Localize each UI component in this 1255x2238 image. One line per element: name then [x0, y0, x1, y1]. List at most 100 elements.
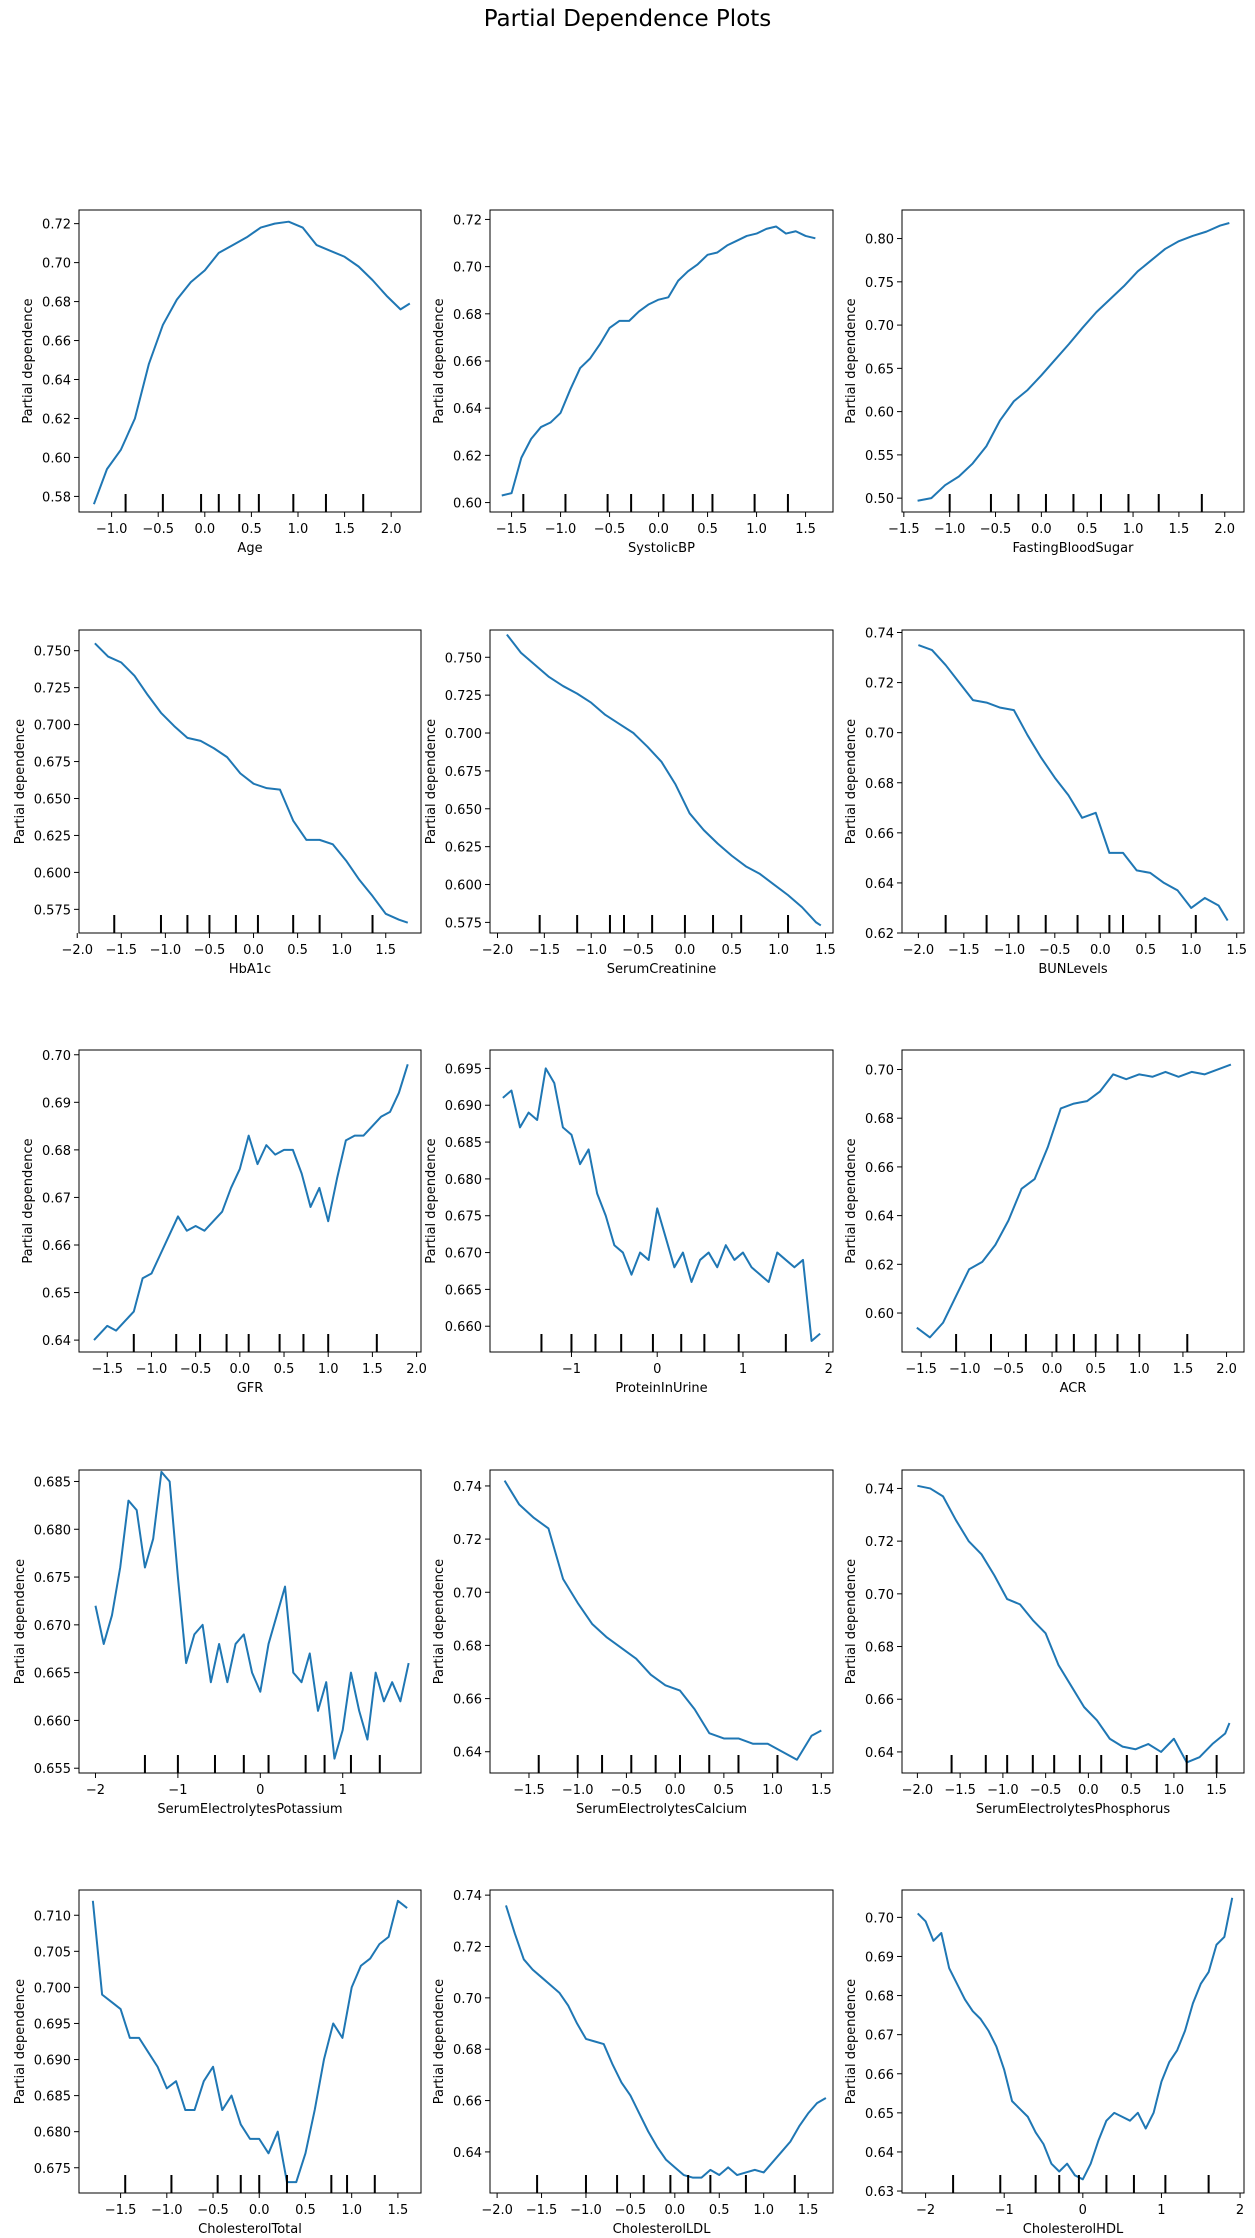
- y-tick-label: 0.64: [453, 402, 482, 417]
- x-tick-label: −2.0: [482, 943, 514, 958]
- x-tick-label: 1.0: [768, 943, 789, 958]
- y-tick-label: 0.68: [865, 1641, 894, 1656]
- y-tick-label: 0.65: [865, 362, 894, 377]
- y-tick-label: 0.695: [445, 1062, 482, 1077]
- x-tick-label: −1.0: [136, 1362, 168, 1377]
- x-tick-label: 0.0: [1031, 522, 1052, 537]
- y-tick-label: 0.675: [34, 2162, 71, 2177]
- axes-frame: [489, 209, 834, 513]
- x-tick-label: −1: [168, 1783, 187, 1798]
- y-tick-label: 0.600: [445, 879, 482, 894]
- x-tick-label: 0: [256, 1783, 264, 1798]
- x-tick-label: −0.5: [194, 943, 226, 958]
- x-tick-label: 0.5: [714, 1783, 735, 1798]
- x-tick-label: 0.5: [1135, 943, 1156, 958]
- x-tick-label: −1.5: [496, 522, 528, 537]
- y-tick-label: 0.575: [445, 916, 482, 931]
- x-axis-label: GFR: [237, 1381, 264, 1396]
- y-tick-label: 0.685: [445, 1136, 482, 1151]
- x-tick-label: −1.0: [570, 2203, 602, 2218]
- x-tick-label: 0.0: [648, 522, 669, 537]
- x-tick-label: −1.5: [944, 1783, 976, 1798]
- x-tick-label: −1.0: [150, 943, 182, 958]
- axes-frame: [489, 1469, 834, 1774]
- y-axis-label: Partial dependence: [432, 1979, 447, 2104]
- x-tick-label: 1.0: [288, 522, 309, 537]
- y-tick-label: 0.64: [865, 2146, 894, 2161]
- x-tick-label: 1.0: [762, 1783, 783, 1798]
- x-tick-label: 0.0: [243, 943, 264, 958]
- y-tick-label: 0.66: [865, 1693, 894, 1708]
- axes-frame: [78, 1469, 422, 1774]
- x-tick-label: −2.0: [481, 2203, 513, 2218]
- y-tick-label: 0.66: [453, 355, 482, 370]
- pd-line: [506, 633, 822, 927]
- x-tick-label: −1.0: [96, 522, 128, 537]
- axes-frame: [489, 1889, 834, 2194]
- y-tick-label: 0.72: [865, 1535, 894, 1550]
- y-tick-label: 0.650: [34, 792, 71, 807]
- y-tick-label: 0.68: [865, 777, 894, 792]
- x-tick-label: −0.5: [197, 2203, 229, 2218]
- x-tick-label: −2.0: [61, 943, 93, 958]
- y-tick-label: 0.70: [865, 1588, 894, 1603]
- x-tick-label: −1: [562, 1362, 581, 1377]
- y-tick-label: 0.625: [34, 829, 71, 844]
- pd-line: [94, 642, 409, 924]
- pd-panel-7: −1 0 1 2 0.660 0.665 0.670 0.675 0.680 0.685 0.690…: [424, 1049, 834, 1396]
- axes-frame: [78, 1889, 422, 2194]
- x-tick-label: −1.5: [888, 522, 920, 537]
- x-tick-label: −1.0: [949, 1362, 981, 1377]
- y-tick-label: 0.67: [42, 1191, 71, 1206]
- x-tick-label: −0.5: [180, 1362, 212, 1377]
- axes-frame: [901, 1889, 1245, 2194]
- x-axis-label: HbA1c: [229, 962, 271, 977]
- x-axis-label: ACR: [1060, 1381, 1087, 1396]
- x-tick-label: 1.0: [341, 2203, 362, 2218]
- x-tick-label: 1.5: [815, 943, 836, 958]
- x-tick-label: 0.5: [295, 2203, 316, 2218]
- y-tick-label: 0.72: [453, 1940, 482, 1955]
- y-tick-label: 0.72: [42, 218, 71, 233]
- y-tick-label: 0.66: [453, 1693, 482, 1708]
- y-tick-label: 0.655: [34, 1762, 71, 1777]
- figure-title: Partial Dependence Plots: [483, 6, 772, 32]
- x-tick-label: −0.5: [622, 943, 654, 958]
- y-tick-label: 0.66: [865, 1161, 894, 1176]
- x-axis-label: ProteinInUrine: [615, 1381, 707, 1396]
- x-tick-label: 0.5: [1121, 1783, 1142, 1798]
- x-axis-label: SerumElectrolytesPotassium: [157, 1802, 342, 1817]
- y-tick-label: 0.680: [445, 1173, 482, 1188]
- x-axis-label: CholesterolLDL: [613, 2222, 712, 2237]
- pd-panel-0: −1.0 −0.5 0.0 0.5 1.0 1.5 2.0 0.58 0.60 0.62 0.64 0…: [21, 209, 422, 556]
- x-tick-label: 1.5: [334, 522, 355, 537]
- y-axis-label: Partial dependence: [21, 1138, 36, 1263]
- x-tick-label: 1.0: [1181, 943, 1202, 958]
- axes-frame: [489, 1049, 834, 1353]
- y-tick-label: 0.660: [445, 1320, 482, 1335]
- pd-panel-11: −2.0 −1.5 −1.0 −0.5 0.0 0.5 1.0 1.5 0.64 0.66 0.68…: [844, 1469, 1245, 1817]
- axes-frame: [78, 1049, 422, 1353]
- x-tick-label: −0.5: [993, 1362, 1025, 1377]
- y-tick-label: 0.750: [445, 651, 482, 666]
- x-tick-label: −0.5: [142, 522, 174, 537]
- x-tick-label: 0.0: [229, 1362, 250, 1377]
- x-tick-label: 1.5: [798, 2203, 819, 2218]
- y-tick-label: 0.60: [865, 1307, 894, 1322]
- x-tick-label: −0.5: [611, 1783, 643, 1798]
- y-tick-label: 0.675: [445, 1210, 482, 1225]
- axes-frame: [901, 1469, 1245, 1774]
- y-tick-label: 0.74: [453, 1480, 482, 1495]
- x-tick-label: 1.5: [388, 2203, 409, 2218]
- y-tick-label: 0.665: [445, 1283, 482, 1298]
- y-tick-label: 0.74: [865, 1482, 894, 1497]
- x-tick-label: 1.0: [753, 2203, 774, 2218]
- x-tick-label: 2.0: [406, 1362, 427, 1377]
- y-tick-label: 0.67: [865, 2029, 894, 2044]
- axes-frame: [901, 209, 1245, 513]
- x-tick-label: −1.0: [545, 522, 577, 537]
- x-tick-label: 0.0: [1078, 1783, 1099, 1798]
- y-tick-label: 0.64: [865, 877, 894, 892]
- x-tick-label: −0.5: [1039, 943, 1071, 958]
